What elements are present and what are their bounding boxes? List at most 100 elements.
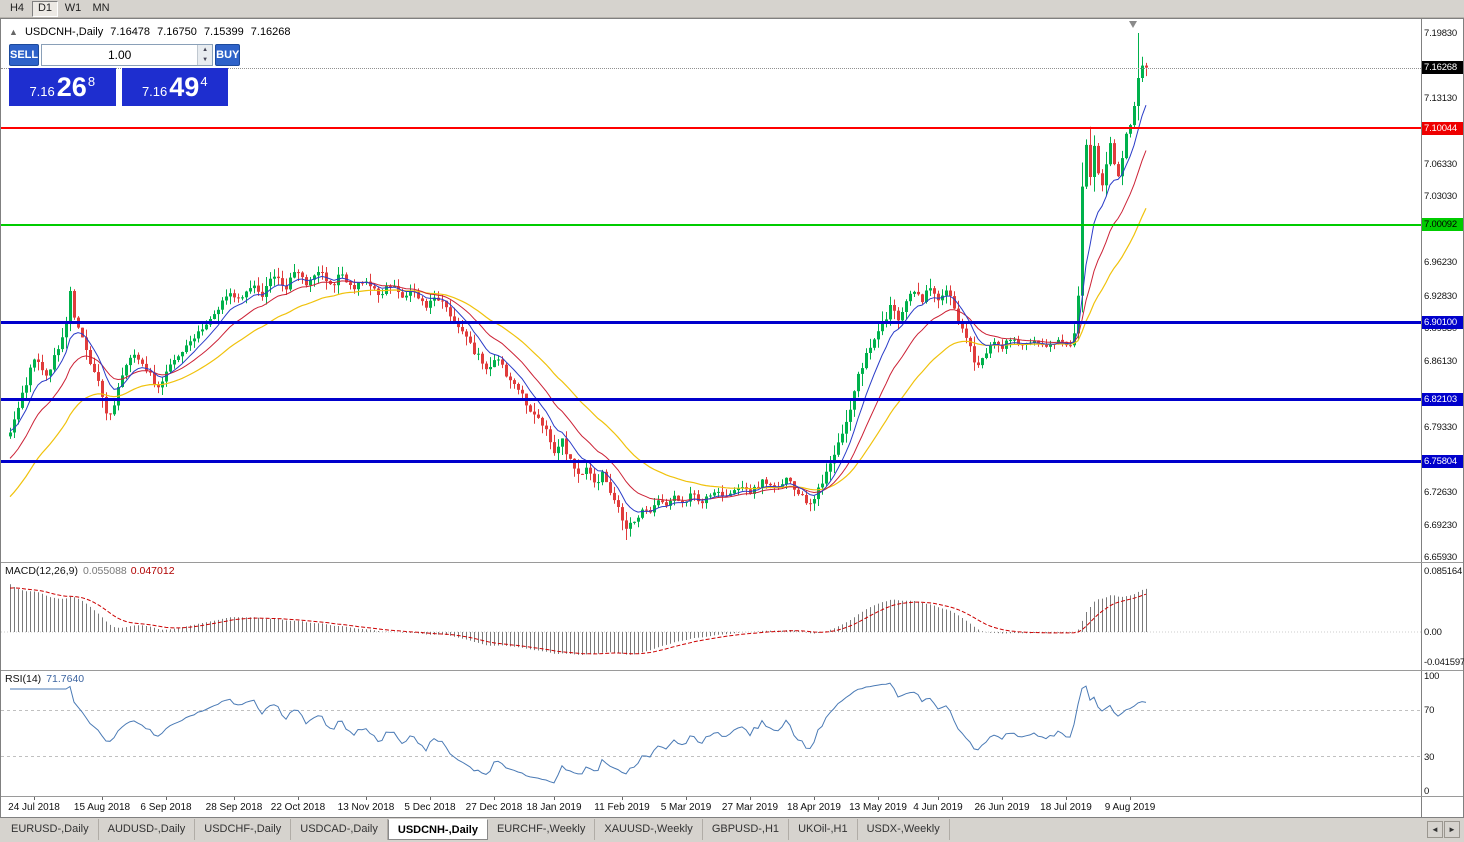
price-badge: 6.90100 bbox=[1422, 316, 1463, 329]
time-axis-label: 13 May 2019 bbox=[849, 802, 907, 813]
tab-gbpusd-h1[interactable]: GBPUSD-,H1 bbox=[703, 819, 790, 840]
price-axis-label: 6.96230 bbox=[1424, 257, 1457, 268]
timeframe-button-d1[interactable]: D1 bbox=[32, 0, 58, 17]
price-axis-label: 6.69230 bbox=[1424, 520, 1457, 531]
time-axis-label: 18 Apr 2019 bbox=[787, 802, 841, 813]
rsi-level-lines bbox=[1, 710, 1421, 757]
time-tick bbox=[878, 797, 879, 800]
tab-usdcad-daily[interactable]: USDCAD-,Daily bbox=[291, 819, 388, 840]
price-axis-label: 7.19830 bbox=[1424, 28, 1457, 39]
hline-support-6-75804[interactable] bbox=[1, 460, 1421, 463]
chart-canvas[interactable] bbox=[1, 19, 1421, 817]
volume-down-icon[interactable]: ▼ bbox=[198, 55, 213, 65]
price-badge: 7.16268 bbox=[1422, 61, 1463, 74]
tab-usdchf-daily[interactable]: USDCHF-,Daily bbox=[195, 819, 292, 840]
time-axis-label: 28 Sep 2018 bbox=[205, 802, 263, 813]
rsi-axis-label: 70 bbox=[1424, 705, 1435, 716]
macd-signal-line bbox=[9, 587, 1147, 655]
tab-usdx-weekly[interactable]: USDX-,Weekly bbox=[858, 819, 950, 840]
hline-resistance-7-10044[interactable] bbox=[1, 127, 1421, 129]
price-axis-label: 7.06330 bbox=[1424, 159, 1457, 170]
timeframe-button-h4[interactable]: H4 bbox=[4, 1, 30, 17]
price-axis-label: 6.86130 bbox=[1424, 356, 1457, 367]
rsi-axis-label: 30 bbox=[1424, 752, 1435, 763]
time-axis-label: 5 Dec 2018 bbox=[404, 802, 456, 813]
time-tick bbox=[430, 797, 431, 800]
chart-tabs: EURUSD-,Daily AUDUSD-,Daily USDCHF-,Daily U… bbox=[2, 819, 950, 840]
price-axis-label: 6.65930 bbox=[1424, 552, 1457, 563]
pane-separator-rsi[interactable] bbox=[1, 670, 1463, 671]
collapse-panel-icon[interactable]: ▲ bbox=[9, 27, 18, 37]
time-axis-label: 11 Feb 2019 bbox=[594, 802, 650, 813]
candles bbox=[9, 33, 1148, 540]
volume-input[interactable] bbox=[42, 45, 198, 65]
ohlc-high: 7.16750 bbox=[157, 26, 197, 38]
rsi-label: RSI(14) 71.7640 bbox=[5, 673, 85, 685]
tab-ukoil-h1[interactable]: UKOil-,H1 bbox=[789, 819, 858, 840]
time-axis[interactable]: 24 Jul 2018 15 Aug 2018 6 Sep 2018 28 Sep 2… bbox=[1, 797, 1421, 817]
ohlc-open: 7.16478 bbox=[110, 26, 151, 38]
sell-price[interactable]: 7.16 26 8 bbox=[9, 68, 116, 106]
timeframe-toolbar: H4 D1 W1 MN bbox=[0, 0, 1464, 18]
macd-histogram bbox=[10, 584, 1147, 655]
tab-eurusd-daily[interactable]: EURUSD-,Daily bbox=[2, 819, 99, 840]
time-tick bbox=[34, 797, 35, 800]
tab-eurchf-weekly[interactable]: EURCHF-,Weekly bbox=[488, 819, 596, 840]
time-axis-label: 24 Jul 2018 bbox=[8, 802, 60, 813]
time-axis-label: 13 Nov 2018 bbox=[337, 802, 395, 813]
chart-tab-bar: EURUSD-,Daily AUDUSD-,Daily USDCHF-,Daily U… bbox=[0, 818, 1464, 842]
ma-fast-line bbox=[9, 105, 1147, 513]
buy-price[interactable]: 7.16 49 4 bbox=[121, 68, 228, 106]
volume-control: ▲ ▼ bbox=[41, 44, 214, 66]
price-badge: 6.75804 bbox=[1422, 455, 1463, 468]
buy-button[interactable]: BUY bbox=[215, 44, 241, 66]
time-tick bbox=[298, 797, 299, 800]
ohlc-close: 7.16268 bbox=[250, 26, 291, 38]
time-axis-label: 18 Jul 2019 bbox=[1040, 802, 1092, 813]
time-axis-label: 6 Sep 2018 bbox=[140, 802, 192, 813]
pane-separator-macd[interactable] bbox=[1, 562, 1463, 563]
time-tick bbox=[494, 797, 495, 800]
price-badge: 7.00092 bbox=[1422, 218, 1463, 231]
chart-ohlc-header: ▲ USDCNH-,Daily 7.16478 7.16750 7.15399 … bbox=[9, 26, 295, 38]
time-tick bbox=[366, 797, 367, 800]
ohlc-low: 7.15399 bbox=[203, 26, 244, 38]
hline-support-6-90100[interactable] bbox=[1, 321, 1421, 324]
time-tick bbox=[1066, 797, 1067, 800]
price-axis-label: 7.13130 bbox=[1424, 93, 1457, 104]
time-tick bbox=[686, 797, 687, 800]
time-tick bbox=[750, 797, 751, 800]
chart-symbol: USDCNH-,Daily bbox=[24, 26, 104, 38]
macd-label: MACD(12,26,9) 0.055088 0.047012 bbox=[5, 565, 175, 577]
rsi-axis-label: 100 bbox=[1424, 671, 1440, 682]
tab-scroll-buttons: ◄ ► bbox=[1427, 819, 1464, 838]
tab-audusd-daily[interactable]: AUDUSD-,Daily bbox=[99, 819, 196, 840]
one-click-trading-panel: SELL ▲ ▼ BUY 7.16 26 8 7.16 bbox=[9, 44, 241, 106]
timeframe-button-w1[interactable]: W1 bbox=[60, 1, 86, 17]
tab-scroll-right-icon[interactable]: ► bbox=[1444, 821, 1460, 838]
sell-button[interactable]: SELL bbox=[9, 44, 40, 66]
macd-axis-label: 0.00 bbox=[1424, 627, 1442, 638]
price-axis-label: 6.79330 bbox=[1424, 422, 1457, 433]
hline-support-6-82103[interactable] bbox=[1, 398, 1421, 401]
time-tick bbox=[166, 797, 167, 800]
time-tick bbox=[102, 797, 103, 800]
pane-separator-dates bbox=[1, 796, 1463, 797]
time-axis-label: 22 Oct 2018 bbox=[270, 802, 326, 813]
timeframe-button-mn[interactable]: MN bbox=[88, 1, 114, 17]
scroll-anchor-icon[interactable] bbox=[1129, 21, 1137, 28]
rsi-axis-label: 0 bbox=[1424, 786, 1430, 797]
time-axis-label: 5 Mar 2019 bbox=[660, 802, 712, 813]
macd-axis-label: -0.041597 bbox=[1424, 657, 1464, 668]
price-axis[interactable]: 7.19830 7.13130 7.06330 7.03030 6.96230 6.928… bbox=[1421, 19, 1464, 817]
time-axis-label: 4 Jun 2019 bbox=[913, 802, 963, 813]
time-tick bbox=[622, 797, 623, 800]
volume-up-icon[interactable]: ▲ bbox=[198, 45, 213, 55]
tab-scroll-left-icon[interactable]: ◄ bbox=[1427, 821, 1443, 838]
tab-usdcnh-daily[interactable]: USDCNH-,Daily bbox=[387, 819, 488, 840]
tab-xauusd-weekly[interactable]: XAUUSD-,Weekly bbox=[595, 819, 703, 840]
hline-last-price[interactable] bbox=[1, 68, 1421, 69]
time-axis-label: 27 Mar 2019 bbox=[721, 802, 779, 813]
hline-level-7-00092[interactable] bbox=[1, 224, 1421, 226]
time-axis-label: 9 Aug 2019 bbox=[1104, 802, 1156, 813]
